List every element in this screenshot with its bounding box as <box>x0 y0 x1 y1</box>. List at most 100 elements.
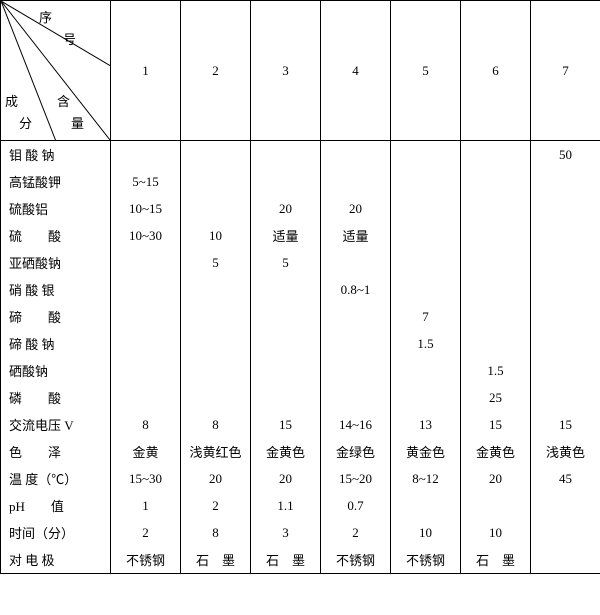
cell-value <box>391 384 461 411</box>
cell-value <box>531 303 600 330</box>
cell-value <box>461 195 531 222</box>
cell-value <box>321 168 391 195</box>
table-row: 硝 酸 银 0.8~1 <box>1 276 600 303</box>
cell-value: 20 <box>181 465 251 492</box>
row-label: 磷 酸 <box>1 384 111 411</box>
cell-value: 0.7 <box>321 492 391 519</box>
cell-value <box>391 195 461 222</box>
cell-value: 14~16 <box>321 411 391 438</box>
data-table: 序 号 成 分 含 量 1 2 3 4 5 6 7 钼 酸 钠50高锰酸钾5~1… <box>0 0 600 574</box>
cell-value: 不锈钢 <box>391 546 461 574</box>
cell-value: 10 <box>391 519 461 546</box>
cell-value <box>251 357 321 384</box>
cell-value <box>111 303 181 330</box>
cell-value <box>321 249 391 276</box>
cell-value: 10 <box>461 519 531 546</box>
cell-value <box>461 492 531 519</box>
cell-value: 2 <box>181 492 251 519</box>
cell-value <box>181 330 251 357</box>
table-row: 亚硒酸钠55 <box>1 249 600 276</box>
cell-value <box>251 168 321 195</box>
cell-value: 1.5 <box>391 330 461 357</box>
cell-value: 20 <box>461 465 531 492</box>
cell-value <box>111 249 181 276</box>
cell-value <box>321 384 391 411</box>
cell-value <box>251 141 321 169</box>
cell-value: 15~20 <box>321 465 391 492</box>
content-label: 含 <box>57 91 72 110</box>
cell-value: 1 <box>111 492 181 519</box>
cell-value: 2 <box>321 519 391 546</box>
cell-value <box>531 168 600 195</box>
seq-label-bottom: 号 <box>63 29 78 48</box>
seq-label-top: 序 <box>39 7 54 26</box>
cell-value: 8 <box>181 411 251 438</box>
row-label: 硒酸钠 <box>1 357 111 384</box>
cell-value: 适量 <box>251 222 321 249</box>
cell-value <box>531 546 600 574</box>
cell-value <box>531 276 600 303</box>
cell-value <box>461 330 531 357</box>
cell-value: 20 <box>251 195 321 222</box>
cell-value <box>181 384 251 411</box>
table-row: 硒酸钠1.5 <box>1 357 600 384</box>
cell-value: 5~15 <box>111 168 181 195</box>
table-body: 钼 酸 钠50高锰酸钾5~15硫酸铝10~152020硫 酸10~3010适量适… <box>1 141 600 574</box>
col-header: 5 <box>391 1 461 141</box>
row-label: 硝 酸 银 <box>1 276 111 303</box>
cell-value <box>111 384 181 411</box>
row-label: 色 泽 <box>1 438 111 465</box>
cell-value: 0.8~1 <box>321 276 391 303</box>
row-label: 钼 酸 钠 <box>1 141 111 169</box>
cell-value <box>251 330 321 357</box>
cell-value <box>111 141 181 169</box>
table-row: 碲 酸 钠1.5 <box>1 330 600 357</box>
cell-value: 20 <box>251 465 321 492</box>
cell-value: 不锈钢 <box>111 546 181 574</box>
cell-value: 金黄色 <box>251 438 321 465</box>
cell-value: 10 <box>181 222 251 249</box>
cell-value <box>181 168 251 195</box>
cell-value: 金绿色 <box>321 438 391 465</box>
row-label: 时间（分） <box>1 519 111 546</box>
cell-value <box>531 519 600 546</box>
cell-value <box>111 276 181 303</box>
table-row: 磷 酸25 <box>1 384 600 411</box>
cell-value <box>391 222 461 249</box>
cell-value: 石 墨 <box>181 546 251 574</box>
cell-value <box>531 330 600 357</box>
header-row: 序 号 成 分 含 量 1 2 3 4 5 6 7 <box>1 1 600 141</box>
cell-value <box>461 141 531 169</box>
cell-value <box>461 168 531 195</box>
row-label: 亚硒酸钠 <box>1 249 111 276</box>
table-row: 钼 酸 钠 50 <box>1 141 600 169</box>
cell-value <box>531 384 600 411</box>
cell-value <box>251 276 321 303</box>
table-row: 对 电 极不锈钢石 墨石 墨不锈钢不锈钢石 墨 <box>1 546 600 574</box>
cell-value: 适量 <box>321 222 391 249</box>
cell-value: 8~12 <box>391 465 461 492</box>
cell-value: 不锈钢 <box>321 546 391 574</box>
table-row: 硫酸铝10~152020 <box>1 195 600 222</box>
cell-value: 15 <box>461 411 531 438</box>
cell-value: 黄金色 <box>391 438 461 465</box>
cell-value: 金黄 <box>111 438 181 465</box>
cell-value: 8 <box>181 519 251 546</box>
row-label: 对 电 极 <box>1 546 111 574</box>
cell-value <box>461 303 531 330</box>
amount-label: 量 <box>71 113 86 132</box>
cell-value <box>391 357 461 384</box>
cell-value <box>251 303 321 330</box>
table-row: 色 泽金黄浅黄红色金黄色金绿色黄金色金黄色浅黄色 <box>1 438 600 465</box>
cell-value <box>251 384 321 411</box>
cell-value: 金黄色 <box>461 438 531 465</box>
table-row: 交流电压 V881514~16131515 <box>1 411 600 438</box>
cell-value: 5 <box>181 249 251 276</box>
cell-value <box>531 357 600 384</box>
cell-value <box>181 276 251 303</box>
row-label: pH 值 <box>1 492 111 519</box>
cell-value <box>391 276 461 303</box>
cell-value: 7 <box>391 303 461 330</box>
cell-value: 50 <box>531 141 600 169</box>
corner-header: 序 号 成 分 含 量 <box>1 1 111 141</box>
